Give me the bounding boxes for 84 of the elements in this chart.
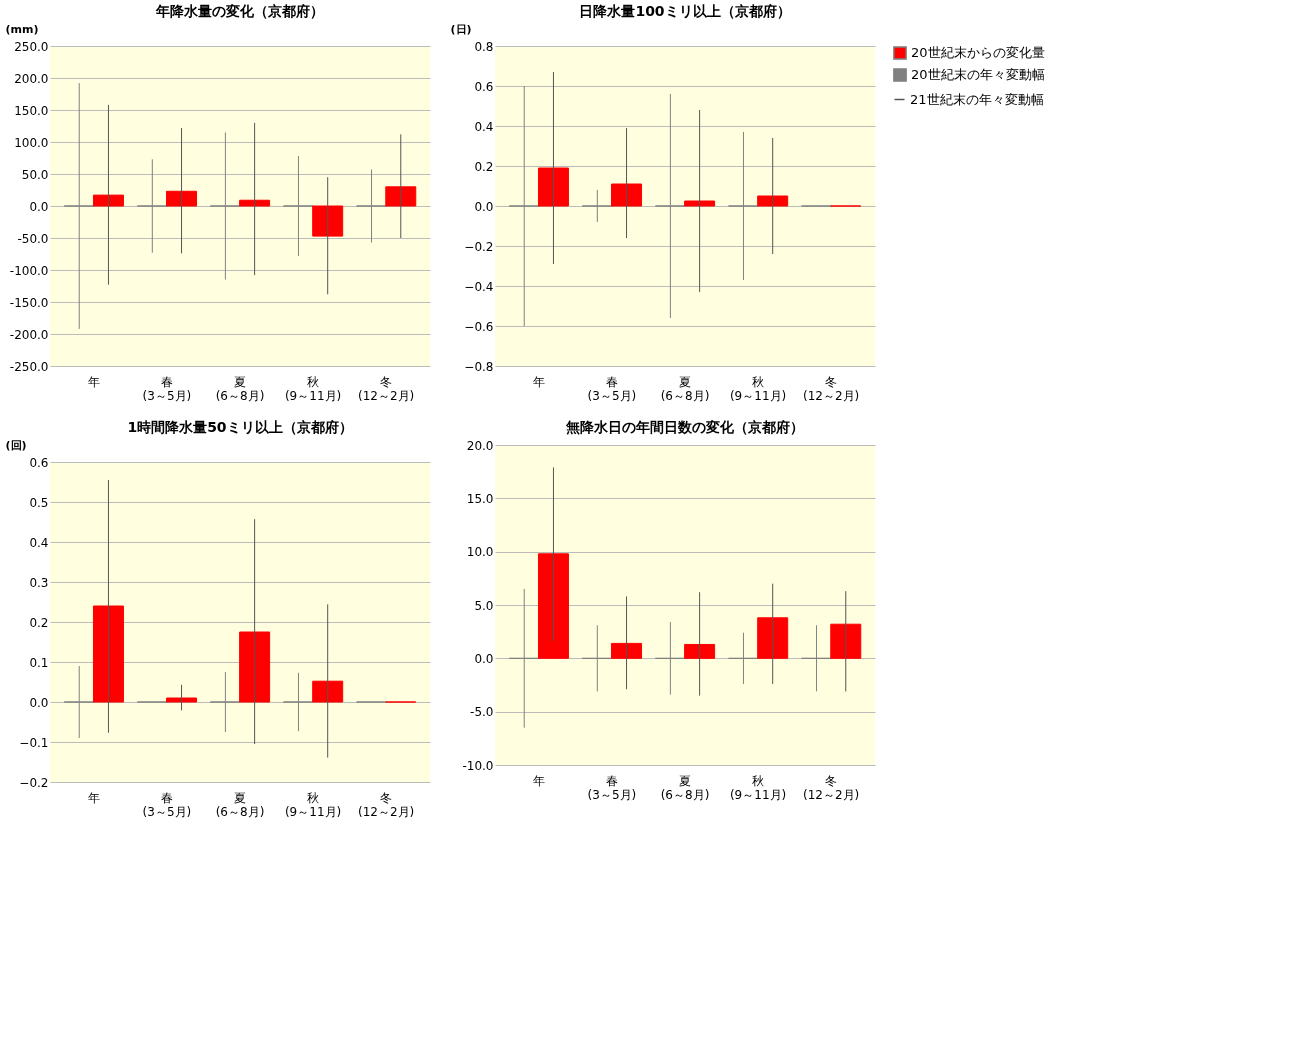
y-tick-label: 50.0	[21, 167, 49, 182]
y-tick-label: 0.0	[29, 199, 49, 214]
bar	[684, 643, 716, 659]
y-tick-label: −0.6	[464, 319, 494, 334]
chart-title: 日降水量100ミリ以上（京都府）	[579, 3, 791, 19]
bar	[684, 200, 716, 207]
bar	[757, 617, 789, 659]
y-tick-label: -200.0	[9, 327, 49, 342]
x-tick-label: 夏 (6～8月)	[215, 790, 265, 819]
legend-label: 20世紀末からの変化量	[911, 45, 1045, 60]
y-tick-label: 20.0	[466, 438, 494, 453]
y-tick-label: 15.0	[466, 491, 494, 506]
bar	[757, 195, 789, 207]
bar	[830, 623, 862, 659]
y-tick-label: −0.1	[19, 735, 49, 750]
y-tick-label: −0.2	[19, 775, 49, 790]
x-tick-label: 夏 (6～8月)	[660, 374, 710, 403]
y-tick-label: 0.0	[474, 651, 494, 666]
x-tick-label: 年	[87, 374, 100, 389]
y-tick-label: -50.0	[17, 231, 49, 246]
bar	[166, 190, 198, 207]
bar	[312, 205, 344, 237]
x-tick-label: 夏 (6～8月)	[215, 374, 265, 403]
x-tick-label: 秋 (9～11月)	[284, 374, 342, 403]
x-tick-label: 秋 (9～11月)	[729, 773, 787, 802]
y-tick-label: 100.0	[14, 135, 49, 150]
y-tick-label: -100.0	[9, 263, 49, 278]
bar	[239, 631, 271, 703]
chart-title: 1時間降水量50ミリ以上（京都府）	[127, 419, 353, 435]
x-tick-label: 春 (3～5月)	[142, 374, 192, 403]
x-tick-label: 秋 (9～11月)	[284, 790, 342, 819]
y-tick-label: 0.2	[474, 159, 494, 174]
y-tick-label: 5.0	[474, 598, 494, 613]
y-tick-label: 200.0	[14, 71, 49, 86]
y-tick-label: -10.0	[462, 758, 494, 773]
x-tick-label: 冬 (12～2月)	[358, 374, 415, 403]
y-tick-label: −0.4	[464, 279, 494, 294]
bar	[312, 680, 344, 703]
x-tick-label: 冬 (12～2月)	[803, 773, 860, 802]
x-tick-label: 秋 (9～11月)	[729, 374, 787, 403]
bar	[92, 194, 124, 207]
y-tick-label: 0.6	[29, 455, 49, 470]
x-tick-label: 冬 (12～2月)	[803, 374, 860, 403]
y-axis-title: (回)	[5, 438, 27, 452]
bar	[537, 553, 569, 659]
y-tick-label: 0.0	[474, 199, 494, 214]
y-tick-label: 0.2	[29, 615, 49, 630]
x-tick-label: 冬 (12～2月)	[358, 790, 415, 819]
y-tick-label: 0.5	[29, 495, 49, 510]
bar	[611, 642, 643, 659]
y-tick-label: 150.0	[14, 103, 49, 118]
text: 21世紀末の年々変動幅	[910, 91, 1044, 107]
y-tick-label: 10.0	[466, 545, 494, 560]
chart-title: 年降水量の変化（京都府）	[155, 3, 324, 19]
y-tick-label: -150.0	[9, 295, 49, 310]
x-tick-label: 夏 (6～8月)	[660, 773, 710, 802]
bar	[537, 167, 569, 207]
y-tick-label: 0.4	[29, 535, 49, 550]
y-axis-title: (日)	[450, 22, 472, 36]
chart-title: 無降水日の年間日数の変化（京都府）	[565, 419, 804, 435]
x-tick-label: 年	[87, 790, 100, 805]
y-tick-label: -5.0	[470, 705, 494, 720]
y-tick-label: 0.0	[29, 695, 49, 710]
y-tick-label: 0.8	[474, 39, 494, 54]
y-tick-label: -250.0	[9, 359, 49, 374]
x-tick-label: 春 (3～5月)	[587, 374, 637, 403]
y-tick-label: 0.4	[474, 119, 494, 134]
bar	[385, 186, 417, 207]
y-tick-label: 250.0	[14, 39, 49, 54]
y-tick-label: 0.6	[474, 79, 494, 94]
y-axis-title: (mm)	[5, 22, 39, 36]
y-tick-label: 0.3	[29, 575, 49, 590]
bar	[166, 697, 198, 703]
bar	[92, 605, 124, 703]
bar	[611, 183, 643, 207]
bar	[239, 199, 271, 207]
x-tick-label: 年	[532, 374, 545, 389]
y-tick-label: −0.2	[464, 239, 494, 254]
x-tick-label: 年	[532, 773, 545, 788]
x-tick-label: 春 (3～5月)	[142, 790, 192, 819]
x-tick-label: 春 (3～5月)	[587, 773, 637, 802]
y-tick-label: 0.1	[29, 655, 49, 670]
legend-label: 20世紀末の年々変動幅	[911, 67, 1045, 82]
y-tick-label: −0.8	[464, 359, 494, 374]
